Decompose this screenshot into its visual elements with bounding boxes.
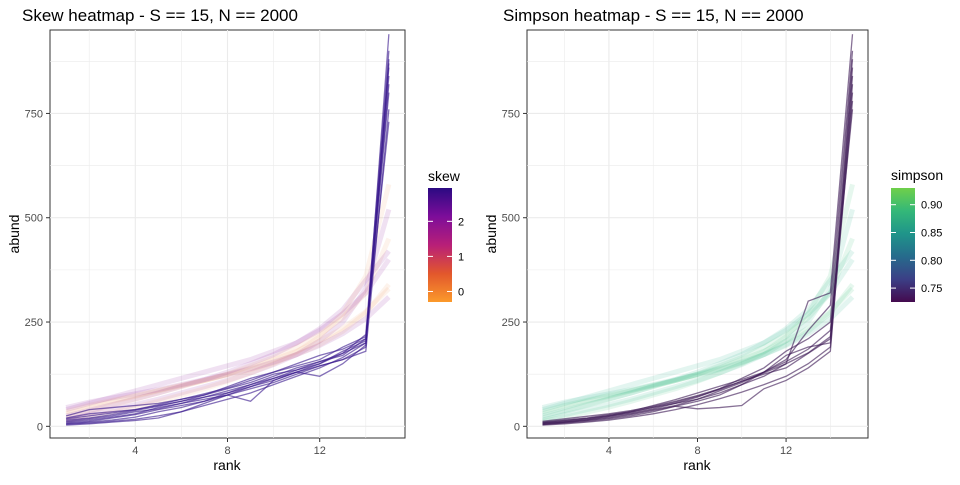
background-series-line xyxy=(65,286,391,417)
right-colorbar xyxy=(891,188,915,302)
y-tick-label: 500 xyxy=(502,213,520,225)
right-legend-title: simpson xyxy=(891,167,943,183)
legend-tick-label: 0.90 xyxy=(921,200,942,212)
highlight-series-line xyxy=(65,67,390,417)
background-series-line xyxy=(541,249,855,419)
background-series-line xyxy=(541,286,855,417)
right-panel: Simpson heatmap - S == 15, N == 2000 0 25… xyxy=(483,6,943,473)
background-series-line xyxy=(541,295,855,410)
highlight-series-line xyxy=(542,34,854,426)
highlight-series-line xyxy=(542,92,854,425)
highlight-series-line xyxy=(66,109,390,419)
legend-tick-label: 0 xyxy=(458,286,464,298)
y-tick-label: 0 xyxy=(37,421,43,433)
y-tick-label: 0 xyxy=(514,421,520,433)
background-series-line xyxy=(65,282,391,415)
left-colorbar xyxy=(428,188,452,302)
right-legend-ticks: 0.75 0.80 0.85 0.90 xyxy=(891,200,942,295)
left-highlight-lines xyxy=(65,34,390,426)
right-x-ticks: 4 8 12 xyxy=(606,438,792,457)
x-tick-label: 12 xyxy=(780,445,792,457)
left-legend-title: skew xyxy=(428,168,461,184)
left-grid xyxy=(50,30,405,438)
left-legend: skew 0 1 2 xyxy=(428,168,464,302)
highlight-series-line xyxy=(66,92,390,421)
background-series-line xyxy=(65,295,391,410)
background-series-line xyxy=(65,237,392,421)
background-series-line xyxy=(65,258,391,413)
right-highlight-lines xyxy=(542,34,854,426)
highlight-series-line xyxy=(542,100,854,426)
background-series-line xyxy=(65,208,392,423)
highlight-series-line xyxy=(66,84,390,422)
y-tick-label: 500 xyxy=(25,213,43,225)
y-tick-label: 250 xyxy=(25,317,43,329)
x-tick-label: 4 xyxy=(132,445,138,457)
y-tick-label: 750 xyxy=(502,108,520,120)
x-tick-label: 4 xyxy=(606,445,612,457)
background-series-line xyxy=(541,208,855,423)
left-x-ticks: 4 8 12 xyxy=(132,438,326,457)
x-tick-label: 8 xyxy=(694,445,700,457)
legend-tick-label: 2 xyxy=(458,216,464,228)
left-x-axis-label: rank xyxy=(213,457,241,473)
legend-tick-label: 1 xyxy=(458,251,464,263)
legend-tick-label: 0.80 xyxy=(921,255,942,267)
right-grid xyxy=(527,30,868,438)
background-series-line xyxy=(541,258,855,413)
highlight-series-line xyxy=(542,84,854,425)
background-series-line xyxy=(65,249,391,419)
right-y-ticks: 0 250 500 750 xyxy=(502,108,527,433)
x-tick-label: 8 xyxy=(224,445,230,457)
left-panel: Skew heatmap - S == 15, N == 2000 0 250 50… xyxy=(6,6,464,473)
left-y-ticks: 0 250 500 750 xyxy=(25,108,50,433)
left-y-axis-label: abund xyxy=(6,215,22,254)
legend-tick-label: 0.85 xyxy=(921,227,942,239)
legend-tick-label: 0.75 xyxy=(921,283,942,295)
y-tick-label: 250 xyxy=(502,317,520,329)
right-x-axis-label: rank xyxy=(683,457,711,473)
left-chart-title: Skew heatmap - S == 15, N == 2000 xyxy=(22,6,298,25)
highlight-series-line xyxy=(542,75,854,422)
y-tick-label: 750 xyxy=(25,108,43,120)
right-chart-title: Simpson heatmap - S == 15, N == 2000 xyxy=(503,6,804,25)
highlight-series-line xyxy=(542,109,854,424)
right-y-axis-label: abund xyxy=(483,215,499,254)
x-tick-label: 12 xyxy=(314,445,326,457)
highlight-series-line xyxy=(66,34,390,425)
highlight-series-line xyxy=(66,63,390,426)
background-series-line xyxy=(541,282,855,415)
right-legend: simpson 0.75 0.80 0.85 0.90 xyxy=(891,167,943,302)
left-background-lines xyxy=(65,183,392,424)
right-background-lines xyxy=(541,183,855,424)
left-legend-ticks: 0 1 2 xyxy=(428,216,464,298)
